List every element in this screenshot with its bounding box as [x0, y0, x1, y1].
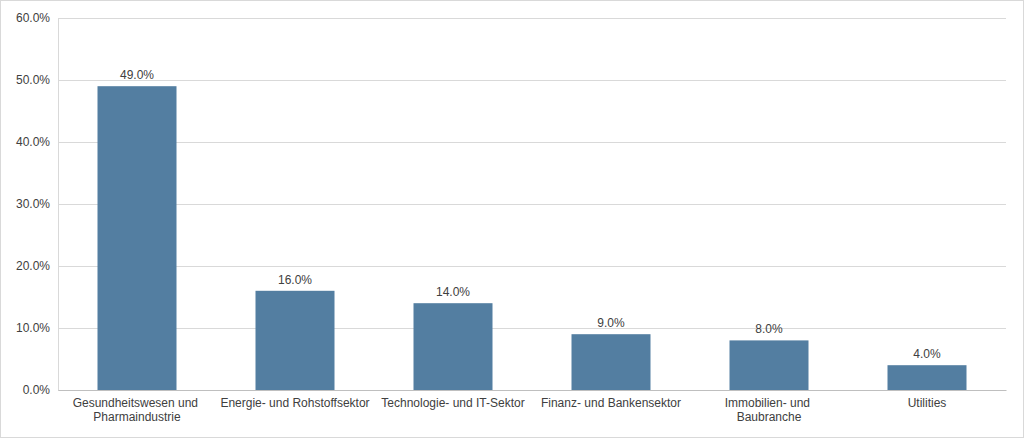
bar: [414, 303, 493, 390]
chart: 0.0% 10.0% 20.0% 30.0% 40.0% 50.0% 60.0% Gesund…: [0, 0, 1024, 438]
x-tick-label: Energie- und Rohstoffsektor: [220, 396, 369, 410]
x-tick-label-line: Baubranche: [737, 410, 802, 424]
y-tick: 10.0%: [16, 321, 58, 335]
bar: [98, 86, 177, 390]
x-tick-label: Gesundheitswesen und Pharmaindustrie: [73, 396, 202, 424]
grid-line: [58, 142, 1006, 143]
bar: [730, 340, 809, 390]
data-label: 4.0%: [913, 347, 941, 361]
bar: [572, 334, 651, 390]
y-tick: 50.0%: [16, 73, 58, 87]
bar: [256, 291, 335, 390]
x-tick-label-line: Immobilien- und: [725, 396, 814, 410]
x-axis: Gesundheitswesen und Pharmaindustrie Ener…: [59, 390, 1007, 424]
y-tick: 20.0%: [16, 259, 58, 273]
y-axis: 0.0% 10.0% 20.0% 30.0% 40.0% 50.0% 60.0%: [16, 11, 59, 397]
bar: [888, 365, 967, 390]
x-tick: Technologie- und IT-Sektor: [381, 390, 524, 410]
y-tick-label: 60.0%: [16, 11, 50, 25]
grid: [58, 18, 1006, 390]
data-labels: 49.0% 16.0% 14.0% 9.0% 8.0% 4.0%: [120, 68, 941, 361]
grid-line: [58, 80, 1006, 81]
y-tick: 0.0%: [23, 383, 58, 397]
x-tick-label: Utilities: [908, 396, 947, 410]
bars: [98, 86, 967, 390]
data-label: 49.0%: [120, 68, 154, 82]
x-tick-label: Finanz- und Bankensektor: [541, 396, 681, 410]
x-tick: Utilities: [908, 390, 947, 410]
grid-line: [58, 18, 1006, 19]
x-axis-line: [59, 390, 1007, 391]
y-tick: 40.0%: [16, 135, 58, 149]
chart-frame: [1, 1, 1024, 438]
x-tick: Finanz- und Bankensektor: [541, 390, 681, 410]
x-tick: Immobilien- und Baubranche: [725, 390, 814, 424]
x-tick-label-line: Gesundheitswesen und: [73, 396, 202, 410]
data-label: 8.0%: [755, 322, 783, 336]
y-tick-label: 10.0%: [16, 321, 50, 335]
y-tick: 60.0%: [16, 11, 58, 25]
grid-line: [58, 204, 1006, 205]
grid-line: [58, 390, 1006, 391]
y-tick-label: 0.0%: [23, 383, 51, 397]
data-label: 14.0%: [436, 285, 470, 299]
x-tick: Gesundheitswesen und Pharmaindustrie: [73, 390, 202, 424]
y-tick-label: 40.0%: [16, 135, 50, 149]
y-tick-label: 50.0%: [16, 73, 50, 87]
grid-line: [58, 328, 1006, 329]
x-tick-label-line: Pharmaindustrie: [93, 410, 181, 424]
y-tick-label: 30.0%: [16, 197, 50, 211]
x-tick: Energie- und Rohstoffsektor: [220, 390, 369, 410]
y-tick: 30.0%: [16, 197, 58, 211]
plot: 0.0% 10.0% 20.0% 30.0% 40.0% 50.0% 60.0% Gesund…: [16, 11, 1007, 424]
grid-line: [58, 266, 1006, 267]
x-tick-label: Technologie- und IT-Sektor: [381, 396, 524, 410]
y-axis-line: [58, 19, 59, 391]
y-tick-label: 20.0%: [16, 259, 50, 273]
data-label: 9.0%: [597, 316, 625, 330]
data-label: 16.0%: [278, 273, 312, 287]
x-tick-label: Immobilien- und Baubranche: [725, 396, 814, 424]
